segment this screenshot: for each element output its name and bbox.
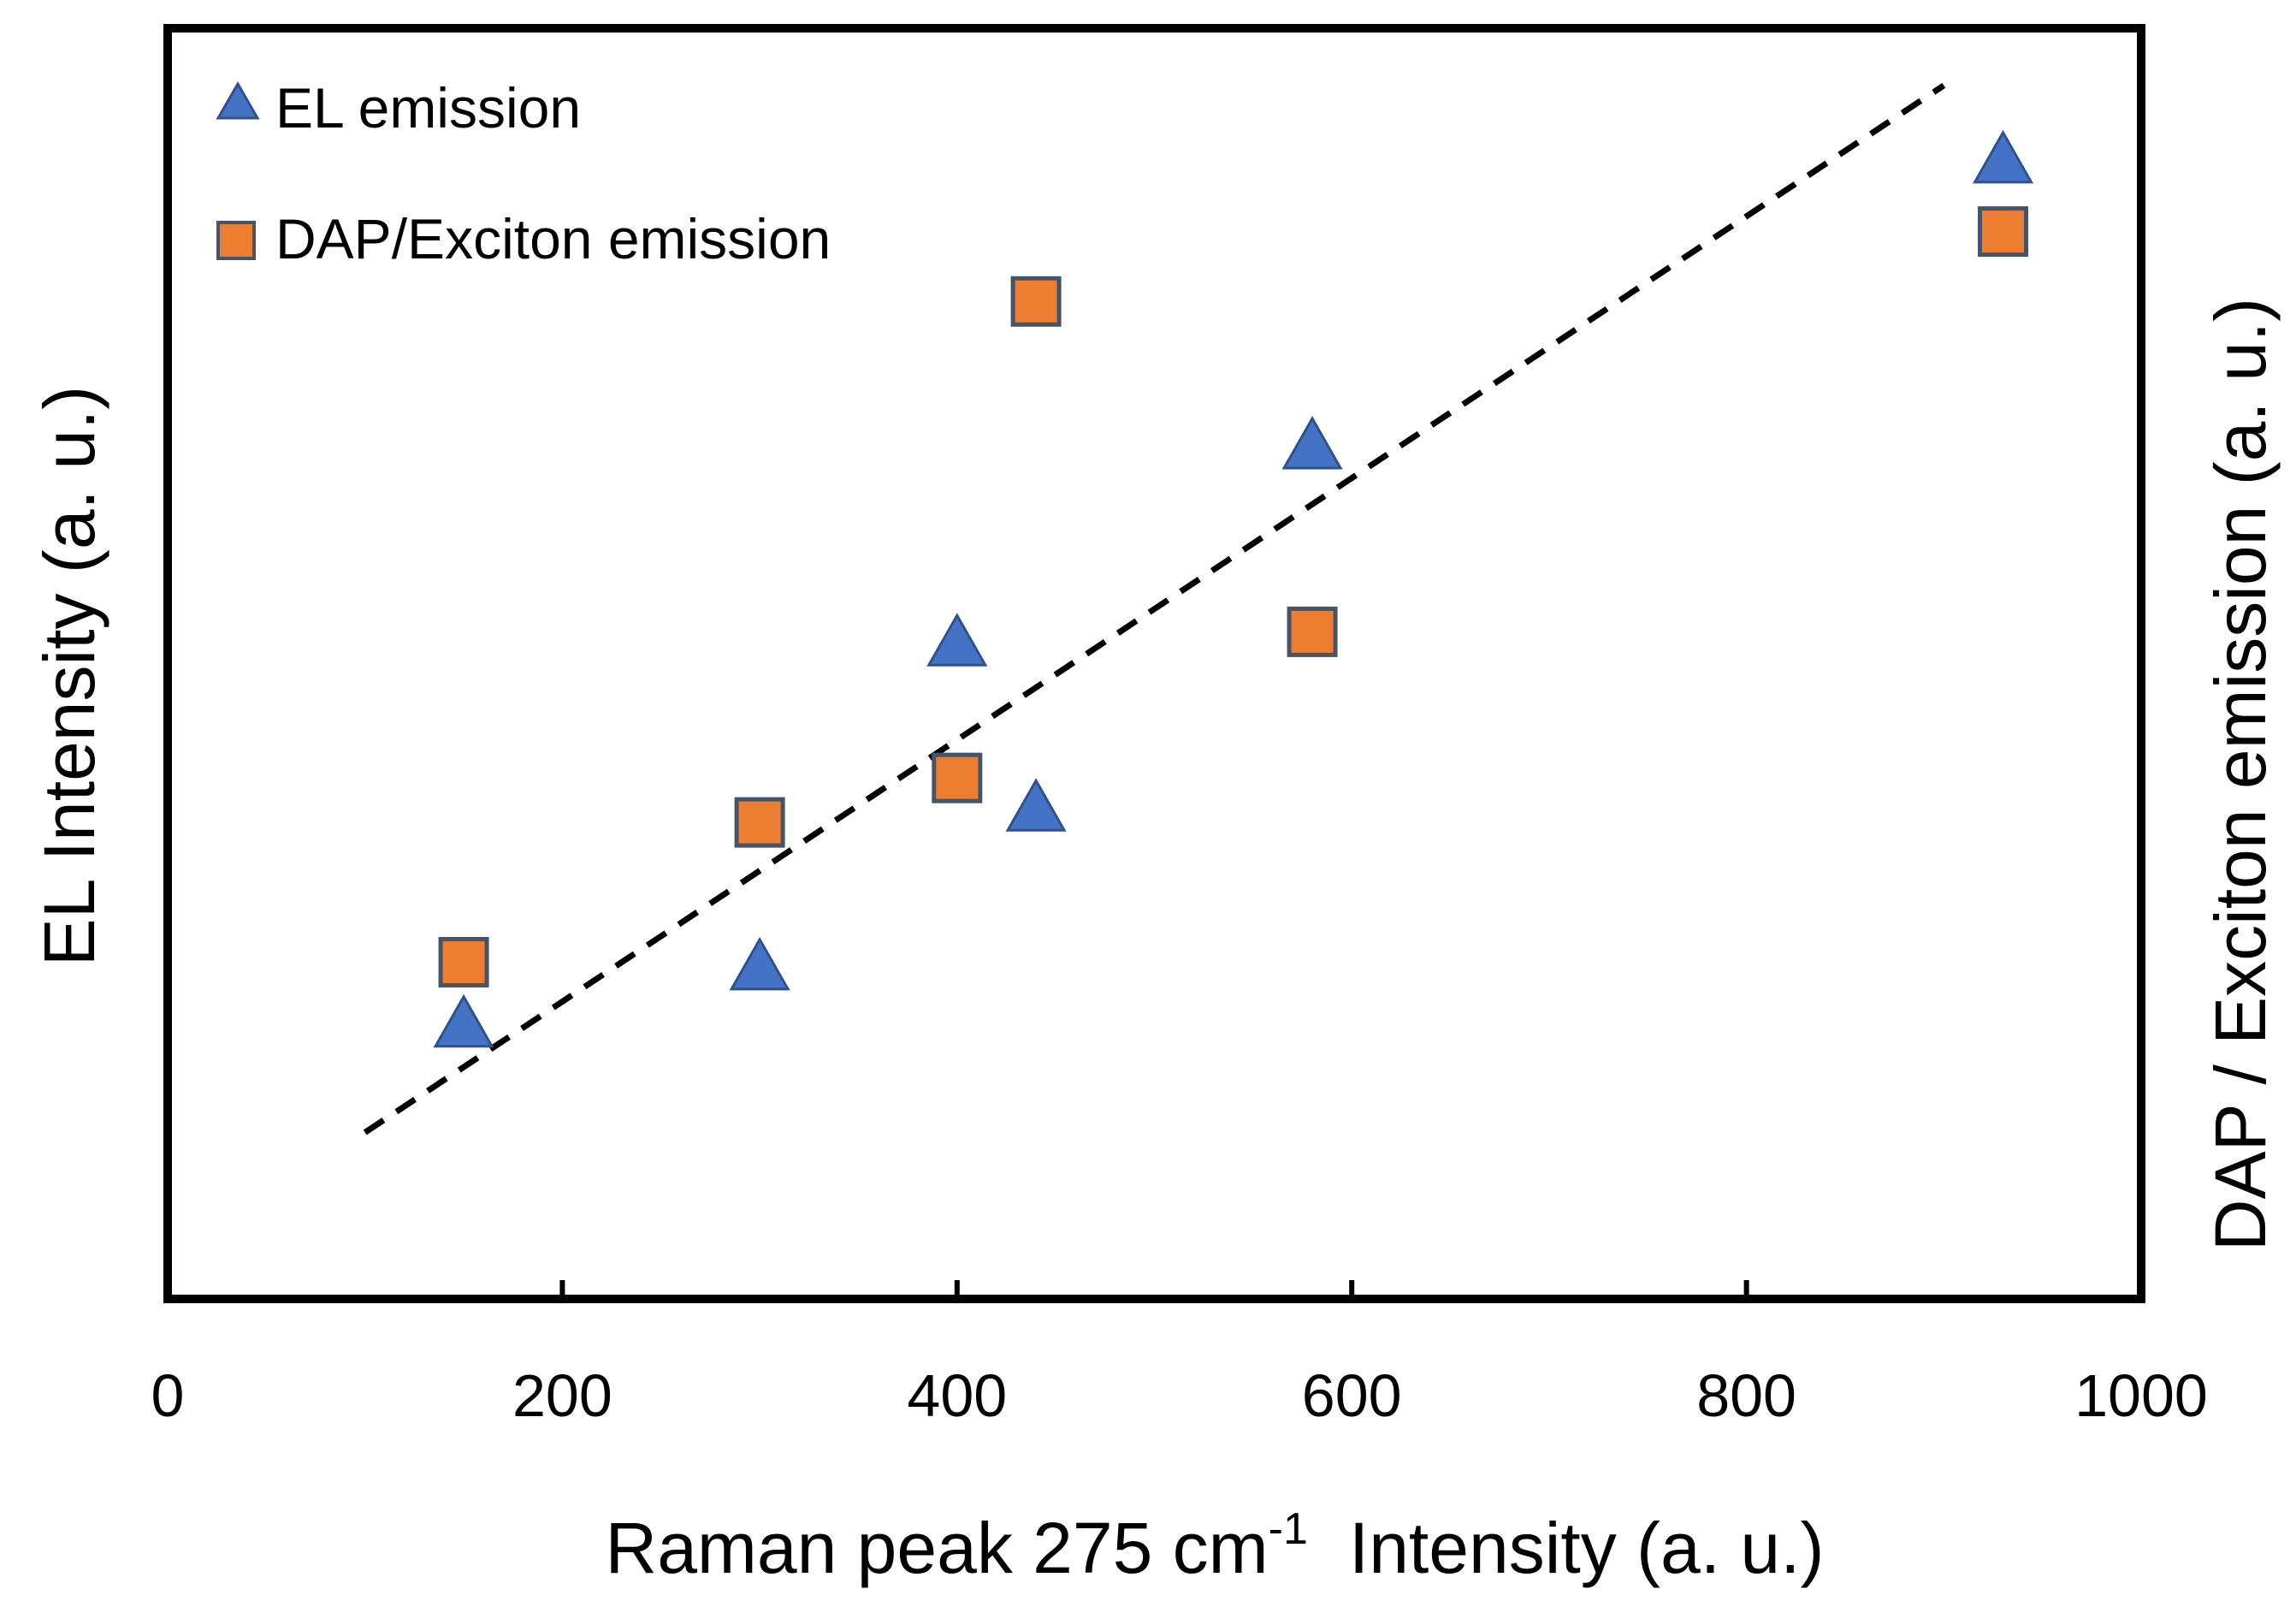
trendline: [363, 82, 1946, 1136]
x-tick-label: 800: [1696, 1362, 1796, 1429]
data-point-el-emission: [926, 613, 988, 667]
data-point-dap-exciton-emission: [1978, 206, 2029, 258]
legend: EL emission DAP/Exciton emission: [216, 76, 831, 270]
data-point-dap-exciton-emission: [734, 797, 785, 848]
x-axis-title-main: Raman peak 275 cm: [606, 1508, 1269, 1588]
x-tick-label: 400: [907, 1362, 1007, 1429]
legend-marker-el-emission: [216, 80, 260, 120]
legend-marker-dap-exciton-emission: [216, 221, 256, 260]
data-point-dap-exciton-emission: [1287, 606, 1338, 657]
x-axis-ticks: [559, 1280, 1749, 1299]
data-point-dap-exciton-emission: [932, 752, 983, 803]
x-axis-tick-labels: 0 200 400 600 800 1000: [151, 1362, 2208, 1429]
data-point-dap-exciton-emission: [1010, 276, 1062, 327]
x-tick-label: 200: [512, 1362, 612, 1429]
data-point-el-emission: [1281, 416, 1343, 470]
y-axis-title: EL Intensity (a. u.): [29, 386, 109, 967]
data-point-el-emission: [1972, 129, 2034, 184]
data-point-el-emission: [729, 936, 790, 991]
data-point-el-emission: [433, 993, 494, 1048]
data-markers: [433, 129, 2034, 1048]
data-point-dap-exciton-emission: [438, 936, 489, 987]
legend-label-el-emission: EL emission: [275, 76, 581, 139]
legend-label-dap-exciton-emission: DAP/Exciton emission: [275, 207, 831, 270]
x-axis-title-superscript: -1: [1269, 1504, 1308, 1554]
data-point-el-emission: [1005, 778, 1067, 832]
x-axis-title: Raman peak 275 cm-1 Intensity (a. u.): [606, 1504, 1825, 1588]
x-axis-title-suffix: Intensity (a. u.): [1349, 1508, 1825, 1588]
x-tick-label: 0: [151, 1362, 185, 1429]
x-tick-label: 600: [1302, 1362, 1402, 1429]
plot-area-frame: [163, 24, 2145, 1303]
x-tick-label: 1000: [2074, 1362, 2208, 1429]
y2-axis-title: DAP / Exciton emission (a. u.): [2200, 298, 2281, 1251]
